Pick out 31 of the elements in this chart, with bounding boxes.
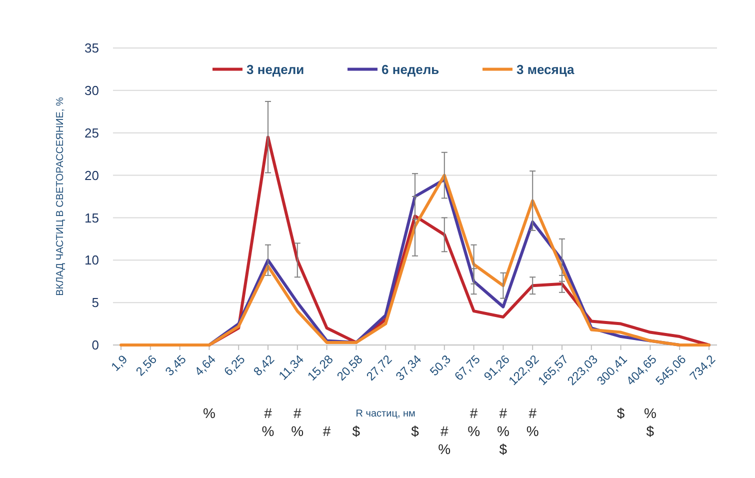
y-tick-label: 15	[84, 210, 99, 226]
text: #	[322, 422, 331, 439]
x-tick-label: 1,9	[108, 352, 130, 374]
x-axis-title: R частиц, нм	[356, 408, 416, 420]
y-axis-title: ВКЛАД ЧАСТИЦ В СВЕТОРАССЕЯНИЕ, %	[55, 96, 66, 296]
y-tick-label: 25	[84, 125, 99, 140]
text: # %	[262, 404, 274, 439]
x-tick-label: 6,25	[221, 352, 248, 379]
y-tick-label: 10	[84, 252, 99, 268]
legend-label: 6 недель	[382, 62, 440, 77]
y-tick-label: 35	[84, 40, 99, 56]
text: $	[352, 422, 360, 439]
line-series	[120, 174, 710, 346]
text: %	[202, 404, 216, 421]
legend-label: 3 месяца	[516, 62, 575, 77]
text: # % $	[496, 404, 510, 457]
y-tick-label: 0	[92, 338, 99, 353]
text: $	[411, 422, 420, 439]
y-tick-label: 20	[84, 168, 99, 183]
x-tick-label: 8,42	[250, 352, 278, 379]
text: $	[616, 404, 625, 421]
x-tick-label: 4,64	[192, 352, 219, 379]
x-tick-label: 50,3	[427, 352, 454, 379]
legend-label: 3 недели	[246, 62, 304, 77]
text: % $	[644, 404, 656, 439]
y-tick-label: 5	[92, 295, 99, 310]
text: # %	[291, 404, 304, 439]
text: # %	[526, 404, 539, 439]
y-tick-label: 30	[84, 82, 99, 98]
text: # %	[438, 422, 451, 457]
text: # %	[468, 404, 480, 439]
